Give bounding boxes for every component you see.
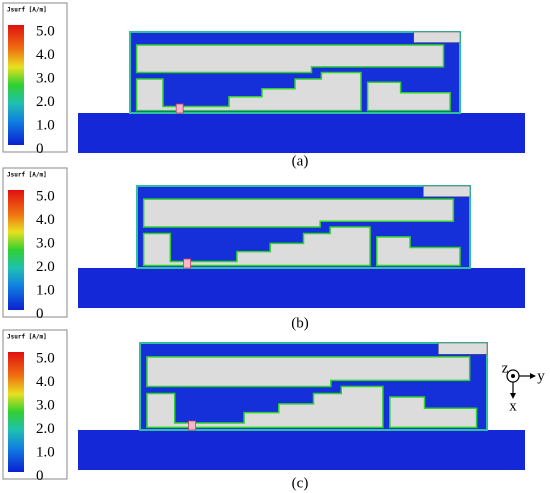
gray-steps — [146, 385, 384, 429]
axis-icon: z y x — [502, 360, 546, 414]
gray-steps — [142, 226, 371, 267]
legend-label: 4.0 — [36, 374, 55, 390]
legend-label: 3.0 — [36, 235, 55, 251]
axis-label: z — [502, 360, 509, 376]
legend-label: 4.0 — [36, 47, 55, 63]
legend-label: 0 — [36, 141, 44, 157]
legend-label: 5.0 — [36, 350, 55, 366]
gray-arm — [142, 198, 455, 228]
caption: (b) — [291, 315, 309, 331]
ground — [78, 268, 525, 308]
gray-arm — [135, 44, 445, 74]
legend-label: 1.0 — [36, 282, 55, 298]
legend-label: 2.0 — [36, 259, 55, 275]
legend-title: Jsurf [A/m] — [7, 334, 47, 341]
colorbar — [8, 190, 24, 310]
feed — [183, 258, 192, 269]
legend-label: 1.0 — [36, 444, 55, 460]
caption: (a) — [292, 153, 309, 169]
panel: Jsurf [A/m] 5.0 4.0 3.0 2.0 1.0 0 (c) — [2, 329, 525, 491]
caption: (c) — [292, 475, 309, 491]
panel: Jsurf [A/m] 5.0 4.0 3.0 2.0 1.0 0 (a) — [2, 2, 525, 169]
legend-label: 2.0 — [36, 94, 55, 110]
gray-right — [366, 81, 451, 112]
legend-label: 0 — [36, 468, 44, 484]
feed — [175, 103, 184, 114]
legend-label: 5.0 — [36, 23, 55, 39]
legend-title: Jsurf [A/m] — [7, 172, 47, 179]
gray-block — [438, 342, 488, 355]
legend-label: 4.0 — [36, 212, 55, 228]
gray-right — [389, 396, 478, 429]
colorbar — [8, 352, 24, 472]
gray-arm — [146, 356, 471, 388]
gray-block — [423, 185, 471, 197]
legend-label: 3.0 — [36, 397, 55, 413]
feed — [188, 420, 196, 431]
axis-label: x — [509, 398, 517, 414]
legend-title: Jsurf [A/m] — [7, 7, 47, 14]
legend-label: 3.0 — [36, 70, 55, 86]
colorbar — [8, 25, 24, 145]
panel: Jsurf [A/m] 5.0 4.0 3.0 2.0 1.0 0 (b) — [2, 167, 525, 331]
gray-steps — [135, 71, 362, 112]
legend-label: 2.0 — [36, 421, 55, 437]
ground — [78, 430, 525, 470]
gray-block — [413, 31, 461, 43]
legend-label: 5.0 — [36, 188, 55, 204]
legend-label: 0 — [36, 306, 44, 322]
gray-right — [376, 236, 461, 267]
ground — [78, 113, 525, 153]
legend-label: 1.0 — [36, 117, 55, 133]
axis-label: y — [537, 368, 545, 384]
